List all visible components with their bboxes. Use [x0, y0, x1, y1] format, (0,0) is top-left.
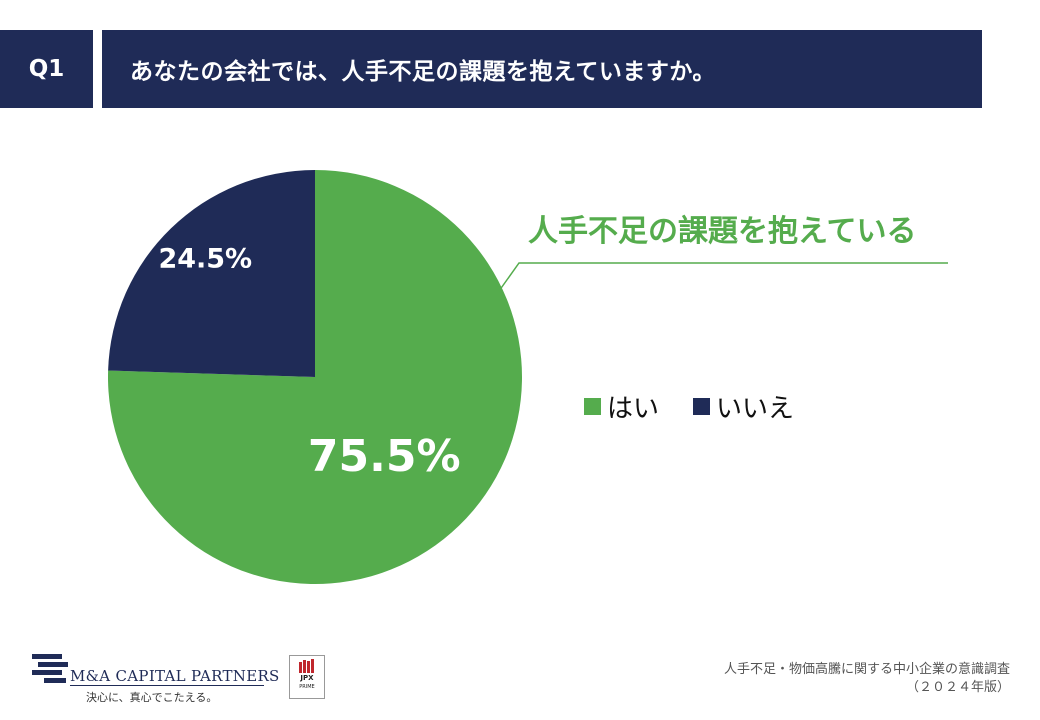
company-logo-icon: [32, 654, 68, 683]
jpx-prime-badge: JPX PRIME: [289, 655, 325, 699]
legend-label-no: いいえ: [716, 394, 795, 424]
legend-item-yes: はい: [584, 388, 659, 425]
legend-swatch-no: [693, 398, 711, 415]
source-title: 人手不足・物価高騰に関する中小企業の意識調査: [723, 662, 1010, 677]
legend-label-yes: はい: [607, 394, 660, 424]
question-number: Q1: [0, 30, 93, 108]
jpx-bars-icon: [299, 659, 314, 673]
legend-item-no: いいえ: [693, 388, 794, 425]
legend-swatch-yes: [584, 398, 601, 415]
source-note: 人手不足・物価高騰に関する中小企業の意識調査 （２０２４年版）: [724, 661, 1010, 697]
logo-divider: [70, 685, 264, 686]
company-logo-text: M&A CAPITAL PARTNERS: [70, 667, 280, 685]
source-year: （２０２４年版）: [905, 680, 1010, 695]
company-tagline: 決心に、真心でこたえる。: [86, 691, 218, 704]
data-label-no: 24.5%: [158, 243, 252, 274]
annotation-text: 人手不足の課題を抱えている: [528, 214, 917, 249]
question-title: あなたの会社では、人手不足の課題を抱えていますか。: [102, 30, 982, 108]
jpx-sub-label: PRIME: [299, 684, 315, 690]
jpx-label: JPX: [300, 674, 314, 682]
pie-slice-no: [108, 170, 315, 377]
annotation-leader-line: [498, 262, 948, 292]
data-label-yes: 75.5%: [308, 431, 461, 482]
chart-legend: はい いいえ: [584, 388, 828, 425]
